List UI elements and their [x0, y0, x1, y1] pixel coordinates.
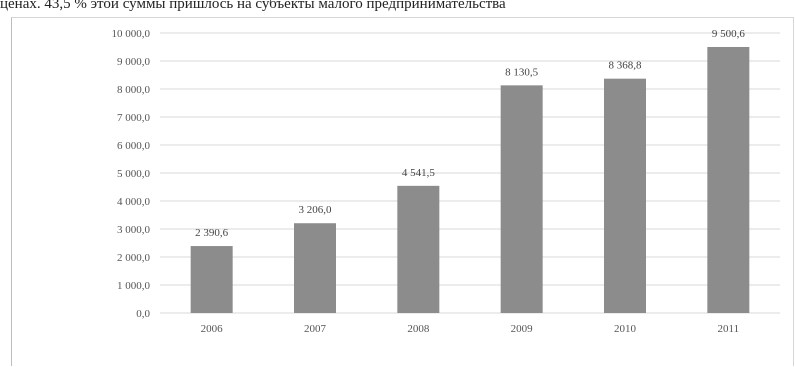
y-tick-label: 2 000,0 — [117, 252, 151, 264]
chart-frame — [11, 17, 794, 366]
x-tick-label: 2007 — [304, 323, 327, 335]
bar-2006 — [190, 246, 233, 313]
bar-2008 — [397, 185, 440, 313]
x-tick-label: 2009 — [511, 323, 534, 335]
bar-2011 — [707, 46, 750, 313]
y-tick-label: 4 000,0 — [117, 196, 151, 208]
intro-text-line: ценах. 43,5 % этой суммы пришлось на суб… — [0, 0, 506, 12]
y-tick-label: 5 000,0 — [117, 168, 151, 180]
x-tick-label: 2008 — [407, 323, 430, 335]
y-tick-label: 7 000,0 — [117, 112, 151, 124]
data-label-2010: 8 368,8 — [609, 60, 643, 72]
x-tick-label: 2010 — [614, 323, 637, 335]
data-label-2008: 4 541,5 — [402, 167, 436, 179]
data-label-2007: 3 206,0 — [299, 204, 333, 216]
y-tick-label: 8 000,0 — [117, 84, 151, 96]
bar-2009 — [500, 85, 543, 313]
data-label-2011: 9 500,6 — [712, 28, 746, 40]
y-tick-label: 0,0 — [136, 308, 150, 320]
bar-2007 — [294, 223, 336, 313]
y-tick-label: 10 000,0 — [112, 28, 151, 40]
y-tick-label: 1 000,0 — [117, 280, 151, 292]
x-tick-label: 2011 — [718, 323, 740, 335]
data-label-2009: 8 130,5 — [505, 66, 539, 78]
x-tick-label: 2006 — [201, 323, 224, 335]
y-tick-label: 3 000,0 — [117, 224, 151, 236]
y-tick-label: 6 000,0 — [117, 140, 151, 152]
bar-2010 — [604, 78, 646, 313]
y-tick-label: 9 000,0 — [117, 56, 151, 68]
data-label-2006: 2 390,6 — [195, 227, 229, 239]
